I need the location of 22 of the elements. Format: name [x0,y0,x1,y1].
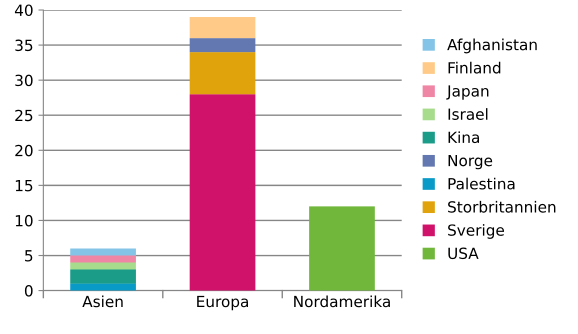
legend-label: Afghanistan [447,38,537,54]
legend-label: Israel [448,108,488,120]
y-tick-label: 35 [15,40,32,52]
y-tick-label: 0 [24,285,33,297]
legend-label: Sverige [448,224,504,239]
y-tick-label: 20 [15,144,33,156]
legend-label: Kina [448,131,479,144]
y-tick-label: 5 [25,250,32,262]
y-tick-label: 40 [14,4,33,16]
legend-label: Japan [446,85,488,100]
y-tick-label: 30 [15,74,33,86]
x-tick-label: Asien [82,295,123,308]
y-tick-label: 10 [16,214,33,226]
legend-label: Finland [448,62,500,74]
legend-label: Palestina [448,178,514,190]
legend-label: Storbritannien [448,200,556,213]
y-tick-label: 25 [15,110,32,122]
y-tick-label: 15 [16,180,32,192]
legend-label: USA [448,248,479,260]
legend-label: Norge [448,154,492,170]
x-tick-label: Europa [197,296,248,310]
x-tick-label: Nordamerika [294,295,390,308]
